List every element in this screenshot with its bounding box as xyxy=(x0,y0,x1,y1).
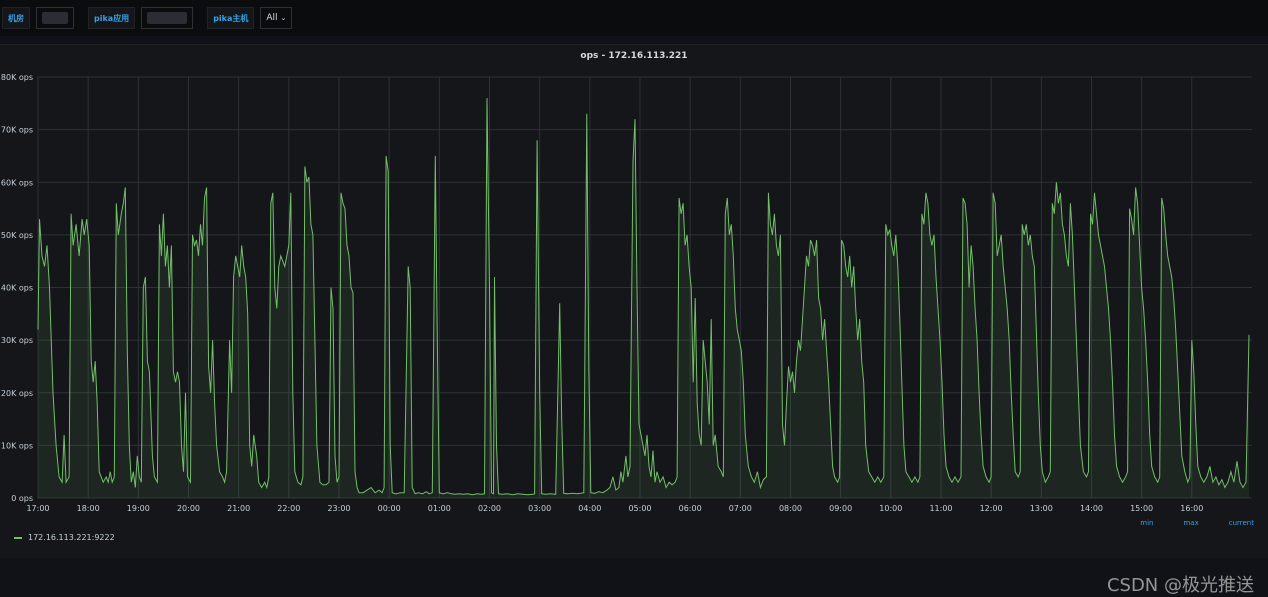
y-tick-label: 80K ops xyxy=(1,73,33,82)
x-tick-label: 05:00 xyxy=(628,504,651,513)
x-tick-label: 11:00 xyxy=(929,504,952,513)
y-tick-label: 0 ops xyxy=(11,494,33,503)
legend-series-name: 172.16.113.221:9222 xyxy=(28,533,115,542)
x-tick-label: 01:00 xyxy=(428,504,451,513)
dashboard-variables-bar: 机房 pika应用 pika主机 All ⌄ xyxy=(0,0,1268,36)
x-tick-label: 13:00 xyxy=(1030,504,1053,513)
y-tick-label: 70K ops xyxy=(1,126,33,135)
y-tick-label: 20K ops xyxy=(1,389,33,398)
variable-label-datacenter: 机房 xyxy=(2,7,30,29)
x-tick-label: 06:00 xyxy=(679,504,702,513)
x-tick-label: 04:00 xyxy=(578,504,601,513)
redacted-value xyxy=(42,12,68,24)
y-tick-label: 40K ops xyxy=(1,284,33,293)
legend-item[interactable]: 172.16.113.221:9222 xyxy=(14,533,115,542)
x-tick-label: 20:00 xyxy=(177,504,200,513)
x-tick-label: 09:00 xyxy=(829,504,852,513)
x-tick-label: 03:00 xyxy=(528,504,551,513)
y-tick-label: 10K ops xyxy=(1,441,33,450)
x-tick-label: 21:00 xyxy=(227,504,250,513)
y-axis: 0 ops 10K ops 20K ops 30K ops 40K ops 50K ops… xyxy=(1,73,33,503)
x-tick-label: 23:00 xyxy=(327,504,350,513)
x-tick-label: 02:00 xyxy=(478,504,501,513)
x-tick-label: 08:00 xyxy=(779,504,802,513)
x-tick-label: 18:00 xyxy=(77,504,100,513)
x-tick-label: 15:00 xyxy=(1130,504,1153,513)
x-tick-label: 12:00 xyxy=(980,504,1003,513)
y-tick-label: 60K ops xyxy=(1,178,33,187)
x-tick-label: 16:00 xyxy=(1180,504,1203,513)
ops-chart: 0 ops 10K ops 20K ops 30K ops 40K ops 50K ops… xyxy=(1,73,1252,513)
redacted-value xyxy=(147,12,188,24)
x-tick-label: 17:00 xyxy=(26,504,49,513)
panel-title[interactable]: ops - 172.16.113.221 xyxy=(580,51,688,61)
x-tick-label: 07:00 xyxy=(729,504,752,513)
variable-select-pika-app[interactable] xyxy=(141,7,194,29)
watermark: CSDN @极光推送 xyxy=(1106,575,1254,596)
x-tick-label: 00:00 xyxy=(378,504,401,513)
variable-label-pika-app: pika应用 xyxy=(88,7,136,29)
series-line[interactable] xyxy=(37,98,1250,496)
variable-label-pika-host: pika主机 xyxy=(207,7,255,29)
x-tick-label: 19:00 xyxy=(127,504,150,513)
legend-header-current[interactable]: current xyxy=(1228,519,1254,527)
y-tick-label: 50K ops xyxy=(1,231,33,240)
variable-select-pika-host-value: All xyxy=(266,13,278,23)
legend-header-max[interactable]: max xyxy=(1183,519,1199,527)
legend-header-min[interactable]: min xyxy=(1140,519,1154,527)
legend-column-headers: min max current xyxy=(1140,519,1254,527)
graph-panel: ops - 172.16.113.221 0 ops 10K ops 20K ops… xyxy=(0,44,1268,596)
x-tick-label: 14:00 xyxy=(1080,504,1103,513)
chart-grid xyxy=(37,76,1252,499)
legend-swatch xyxy=(14,536,22,539)
x-tick-label: 10:00 xyxy=(879,504,902,513)
variable-select-datacenter[interactable] xyxy=(36,7,74,29)
variable-select-pika-host[interactable]: All ⌄ xyxy=(260,7,293,29)
y-tick-label: 30K ops xyxy=(1,336,33,345)
series-area-fill xyxy=(38,98,1249,498)
x-axis: 17:00 18:00 19:00 20:00 21:00 22:00 23:00 00:00… xyxy=(26,504,1203,513)
chevron-down-icon: ⌄ xyxy=(280,14,287,22)
x-tick-label: 22:00 xyxy=(277,504,300,513)
